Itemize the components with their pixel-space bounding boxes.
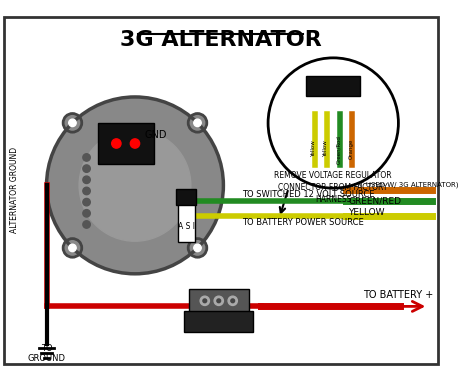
Circle shape (63, 114, 82, 132)
Text: TO BATTERY POWER SOURCE: TO BATTERY POWER SOURCE (242, 218, 364, 227)
FancyBboxPatch shape (306, 75, 360, 96)
Circle shape (194, 119, 201, 126)
Circle shape (194, 244, 201, 251)
Circle shape (79, 130, 191, 241)
Circle shape (83, 165, 90, 172)
Text: 3G ALTERNATOR: 3G ALTERNATOR (120, 30, 321, 50)
Circle shape (188, 114, 207, 132)
Text: (NOT USED W/ 3G ALTERNATOR): (NOT USED W/ 3G ALTERNATOR) (346, 182, 459, 188)
Text: Green/Rod: Green/Rod (337, 134, 341, 163)
Text: Yellow: Yellow (311, 141, 316, 157)
Circle shape (83, 176, 90, 184)
Circle shape (268, 58, 399, 188)
Circle shape (83, 187, 90, 195)
Circle shape (69, 119, 76, 126)
Circle shape (200, 296, 210, 306)
Circle shape (46, 97, 223, 274)
Circle shape (83, 210, 90, 217)
Text: REMOVE VOLTAGE REGULATOR
CONNECTOR FROM FACTORY
HARNESS: REMOVE VOLTAGE REGULATOR CONNECTOR FROM … (274, 171, 392, 204)
Circle shape (130, 139, 140, 148)
FancyBboxPatch shape (184, 311, 253, 331)
Circle shape (63, 239, 82, 257)
Circle shape (228, 296, 237, 306)
Text: GND: GND (144, 130, 167, 139)
Text: YELLOW: YELLOW (348, 208, 384, 217)
Text: A S I: A S I (178, 222, 195, 231)
FancyBboxPatch shape (98, 123, 154, 164)
Circle shape (83, 221, 90, 228)
Circle shape (231, 299, 235, 303)
Circle shape (217, 299, 220, 303)
Text: GREEN/RED: GREEN/RED (348, 197, 401, 206)
Circle shape (69, 244, 76, 251)
Text: ALTERNATOR GROUND: ALTERNATOR GROUND (10, 147, 19, 233)
Circle shape (214, 296, 223, 306)
Text: Yellow: Yellow (323, 141, 328, 157)
FancyBboxPatch shape (189, 289, 248, 313)
Circle shape (188, 239, 207, 257)
Circle shape (203, 299, 207, 303)
Circle shape (83, 154, 90, 161)
Text: TO SWITCHED 12 VOLT SOURCE: TO SWITCHED 12 VOLT SOURCE (242, 190, 374, 199)
FancyBboxPatch shape (178, 194, 194, 242)
Circle shape (112, 139, 121, 148)
FancyBboxPatch shape (176, 189, 196, 205)
Circle shape (83, 199, 90, 206)
Text: TO
GROUND: TO GROUND (27, 344, 65, 363)
Text: TO BATTERY +: TO BATTERY + (363, 290, 433, 300)
Text: Orange: Orange (348, 139, 354, 159)
FancyBboxPatch shape (4, 17, 438, 364)
